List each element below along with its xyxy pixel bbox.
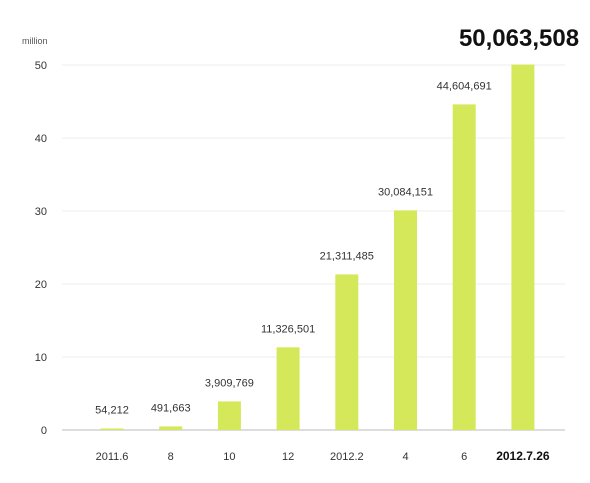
x-axis: 2011.6 8 10 12 2012.2 4 6 2012.7.26: [96, 449, 550, 463]
gridlines: [62, 64, 565, 431]
data-label: 491,663: [151, 402, 191, 414]
data-label: 11,326,501: [261, 323, 315, 335]
x-tick-label: 12: [282, 451, 294, 463]
x-tick-label: 2011.6: [96, 451, 129, 463]
y-tick-label: 40: [35, 133, 47, 145]
bar: [511, 64, 535, 431]
y-tick-label: 50: [35, 60, 47, 72]
data-labels: 54,212 491,663 3,909,769 11,326,501 21,311,4…: [95, 25, 579, 417]
bar: [452, 104, 476, 431]
bar: [159, 426, 183, 430]
x-tick-label: 6: [461, 451, 467, 463]
y-tick-label: 30: [35, 206, 47, 218]
bar: [394, 210, 417, 430]
x-tick-label: 2012.2: [330, 451, 364, 463]
data-label: 54,212: [95, 405, 129, 417]
bar: [276, 347, 300, 430]
y-axis-unit: million: [22, 36, 48, 46]
x-tick-label: 8: [168, 451, 174, 463]
y-tick-label: 10: [35, 352, 47, 364]
y-axis: 0 10 20 30 40 50: [35, 60, 47, 437]
data-label: 44,604,691: [437, 80, 492, 92]
bar: [217, 401, 241, 430]
data-label: 21,311,485: [320, 250, 374, 262]
data-label: 30,084,151: [378, 186, 433, 198]
x-tick-label: 4: [402, 451, 408, 463]
bar: [335, 274, 359, 430]
y-tick-label: 0: [41, 425, 47, 437]
x-tick-label: 10: [223, 451, 235, 463]
data-label: 3,909,769: [205, 377, 254, 389]
bar: [100, 428, 124, 430]
total-value-label: 50,063,508: [459, 25, 579, 52]
y-tick-label: 20: [35, 279, 47, 291]
x-tick-label: 2012.7.26: [496, 449, 550, 463]
bars: [100, 64, 535, 431]
